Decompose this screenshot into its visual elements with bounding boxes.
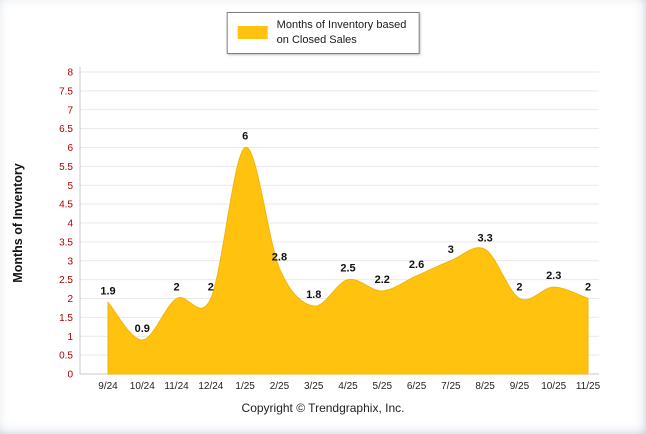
- gridlines: [80, 71, 599, 375]
- legend-label-line1: Months of Inventory based: [276, 19, 407, 31]
- y-tick-label: 6: [67, 143, 73, 154]
- y-tick-label: 4: [67, 219, 73, 230]
- data-label: 1.9: [100, 285, 115, 297]
- data-label: 2.2: [375, 274, 390, 286]
- data-label: 2.8: [272, 251, 287, 263]
- copyright: Copyright © Trendgraphix, Inc.: [241, 401, 405, 415]
- x-tick-label: 12/24: [198, 381, 223, 392]
- x-tick-label: 1/25: [235, 381, 255, 392]
- y-tick-label: 5: [67, 181, 73, 192]
- data-label: 3.3: [477, 232, 492, 244]
- data-labels: 1.9 0.9 2 2 6 2.8 1.8 2.5 2.2 2.6 3 3.3 2 2.3 2: [100, 131, 591, 336]
- y-tick-label: 8: [67, 68, 73, 79]
- x-tick-label: 10/25: [541, 381, 566, 392]
- y-tick-label: 3: [67, 256, 73, 267]
- x-tick-labels: 9/24 10/24 11/24 12/24 1/25 2/25 3/25 4/25 5/25 6…: [98, 381, 600, 392]
- y-tick-label: 7.5: [59, 86, 73, 97]
- y-tick-labels: 0 0.5 1 1.5 2 2.5 3 3.5 4 4.5 5 5.5 6 6.5 7 7.5 8: [59, 68, 73, 381]
- x-tick-label: 11/24: [164, 381, 189, 392]
- x-tick-label: 11/25: [576, 381, 601, 392]
- data-label: 2: [516, 282, 522, 294]
- legend-swatch: [237, 26, 268, 40]
- legend-label-line2: on Closed Sales: [276, 33, 357, 46]
- x-tick-label: 3/25: [304, 381, 324, 392]
- x-tick-label: 8/25: [475, 381, 495, 392]
- y-tick-label: 6.5: [59, 124, 73, 135]
- y-tick-label: 1: [67, 332, 73, 343]
- y-tick-label: 0.5: [59, 351, 73, 362]
- data-label: 1.8: [306, 289, 321, 301]
- data-label: 2.5: [340, 263, 355, 275]
- data-label: 6: [242, 131, 248, 143]
- x-tick-label: 10/24: [130, 381, 155, 392]
- x-tick-label: 9/25: [510, 381, 530, 392]
- area-series: [107, 146, 589, 375]
- series-area: [107, 146, 589, 375]
- x-tick-label: 4/25: [338, 381, 358, 392]
- legend-label: Months of Inventory based on Closed Sale…: [277, 18, 407, 48]
- x-tick-label: 7/25: [441, 381, 461, 392]
- data-label: 2: [585, 282, 591, 294]
- y-tick-label: 2: [67, 294, 73, 305]
- x-tick-label: 6/25: [407, 381, 427, 392]
- y-tick-label: 1.5: [59, 313, 73, 324]
- data-label: 2.3: [546, 270, 561, 282]
- data-label: 0.9: [135, 323, 150, 335]
- data-label: 3: [448, 244, 454, 256]
- y-tick-label: 5.5: [59, 162, 73, 173]
- data-label: 2: [208, 282, 214, 294]
- x-tick-label: 9/24: [98, 381, 118, 392]
- y-tick-label: 3.5: [59, 237, 73, 248]
- x-tick-label: 5/25: [373, 381, 393, 392]
- data-label: 2.6: [409, 259, 424, 271]
- y-tick-label: 7: [67, 105, 73, 116]
- y-tick-label: 2.5: [59, 275, 73, 286]
- y-tick-label: 4.5: [59, 200, 73, 211]
- y-axis-title: Months of Inventory: [11, 163, 25, 282]
- data-label: 2: [174, 282, 180, 294]
- y-tick-label: 0: [67, 370, 73, 381]
- x-tick-label: 2/25: [270, 381, 290, 392]
- legend-box: Months of Inventory based on Closed Sale…: [226, 12, 420, 54]
